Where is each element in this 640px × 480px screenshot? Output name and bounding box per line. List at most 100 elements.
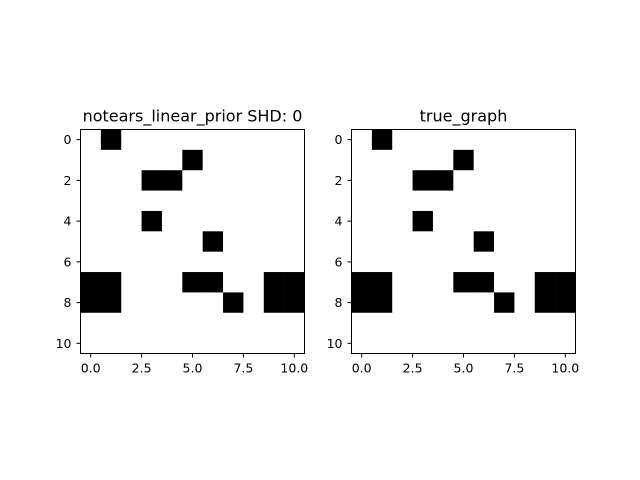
heatmap-cell-5-0	[351, 231, 373, 252]
heatmap-cell-3-10	[555, 190, 576, 212]
heatmap-cell-7-7	[223, 272, 244, 293]
heatmap-cell-8-1	[100, 292, 122, 314]
heatmap-cell-0-10	[555, 129, 576, 151]
heatmap-cell-7-10	[284, 272, 305, 293]
heatmap-cell-3-4	[161, 190, 183, 212]
heatmap-cell-2-9	[534, 170, 556, 191]
heatmap-cell-0-2	[392, 129, 413, 151]
heatmap-cell-7-6	[473, 272, 495, 293]
heatmap-cell-8-10	[284, 292, 305, 314]
heatmap-cell-5-7	[223, 231, 244, 252]
heatmap-cell-3-8	[243, 190, 265, 212]
heatmap-cell-2-9	[263, 170, 285, 191]
y-tick-label: 0	[64, 132, 72, 147]
heatmap-cell-4-4	[161, 210, 183, 232]
heatmap-cell-1-9	[263, 149, 285, 171]
heatmap-cell-1-2	[392, 149, 413, 171]
heatmap-cell-1-1	[100, 149, 122, 171]
x-axis-ticks: 0.0 2.5 5.0 7.5 10.0	[352, 353, 579, 376]
heatmap-cell-6-10	[284, 251, 305, 273]
heatmap-cell-4-2	[121, 210, 142, 232]
heatmap-cell-2-5	[453, 170, 474, 191]
heatmap-cell-9-9	[263, 312, 285, 334]
heatmap-cell-3-4	[432, 190, 454, 212]
y-tick-label: 10	[56, 336, 72, 351]
heatmap-cell-7-10	[555, 272, 576, 293]
heatmap-cell-7-8	[514, 272, 536, 293]
heatmap-cell-4-1	[371, 210, 393, 232]
heatmap-cell-1-5	[182, 149, 203, 171]
heatmap-cell-9-0	[351, 312, 373, 334]
heatmap-cell-8-8	[514, 292, 536, 314]
heatmap-cell-8-3	[412, 292, 434, 314]
heatmap-cell-4-5	[453, 210, 474, 232]
heatmap-cell-10-2	[121, 333, 142, 354]
heatmap-cell-7-4	[161, 272, 183, 293]
heatmap-cell-7-3	[412, 272, 434, 293]
heatmap-cell-8-8	[243, 292, 265, 314]
x-tick-label: 0.0	[81, 361, 101, 376]
heatmap-cell-0-4	[432, 129, 454, 151]
heatmap-cell-7-1	[371, 272, 393, 293]
heatmap-cell-0-0	[80, 129, 102, 151]
heatmap-cell-4-9	[263, 210, 285, 232]
heatmap-cell-1-6	[473, 149, 495, 171]
heatmap-cells	[351, 129, 576, 354]
heatmap-cell-2-5	[182, 170, 203, 191]
heatmap-cell-5-6	[473, 231, 495, 252]
heatmap-cell-1-8	[243, 149, 265, 171]
heatmap-cell-10-8	[243, 333, 265, 354]
heatmap-cell-7-1	[100, 272, 122, 293]
heatmap-cell-0-6	[202, 129, 224, 151]
heatmap-cell-6-5	[182, 251, 203, 273]
heatmap-cell-3-2	[392, 190, 413, 212]
heatmap-cell-7-4	[432, 272, 454, 293]
heatmap-cell-1-10	[284, 149, 305, 171]
heatmap-cell-2-6	[473, 170, 495, 191]
heatmap-cell-3-10	[284, 190, 305, 212]
heatmap-cell-3-6	[473, 190, 495, 212]
heatmap-cell-0-3	[412, 129, 434, 151]
heatmap-cell-3-9	[263, 190, 285, 212]
heatmap-cell-1-7	[494, 149, 515, 171]
heatmap-cell-2-10	[284, 170, 305, 191]
heatmap-cell-6-5	[453, 251, 474, 273]
heatmap-cell-8-2	[121, 292, 142, 314]
heatmap-cell-4-10	[284, 210, 305, 232]
heatmap-cell-7-8	[243, 272, 265, 293]
heatmap-cell-9-4	[161, 312, 183, 334]
heatmap-cell-5-3	[412, 231, 434, 252]
heatmap-cell-9-5	[453, 312, 474, 334]
heatmap-cell-0-8	[514, 129, 536, 151]
heatmap-cell-9-10	[284, 312, 305, 334]
heatmap-cell-10-1	[371, 333, 393, 354]
heatmap-cells	[80, 129, 305, 354]
heatmap-cell-6-2	[121, 251, 142, 273]
heatmap-cell-2-1	[371, 170, 393, 191]
heatmap-cell-0-10	[284, 129, 305, 151]
heatmap-cell-5-7	[494, 231, 515, 252]
heatmap-cell-4-8	[514, 210, 536, 232]
heatmap-cell-6-0	[80, 251, 102, 273]
heatmap-cell-6-8	[243, 251, 265, 273]
heatmap-cell-5-0	[80, 231, 102, 252]
y-tick-label: 8	[64, 295, 72, 310]
heatmap-cell-10-1	[100, 333, 122, 354]
heatmap-cell-0-9	[263, 129, 285, 151]
y-tick-label: 4	[335, 214, 343, 229]
x-tick-label: 2.5	[403, 361, 423, 376]
heatmap-cell-9-3	[141, 312, 163, 334]
heatmap-cell-8-4	[432, 292, 454, 314]
x-tick-label: 7.5	[233, 361, 253, 376]
x-tick-label: 2.5	[132, 361, 152, 376]
heatmap-cell-6-9	[534, 251, 556, 273]
heatmap-cell-2-7	[223, 170, 244, 191]
heatmap-cell-2-8	[243, 170, 265, 191]
heatmap-cell-0-3	[141, 129, 163, 151]
heatmap-cell-1-4	[161, 149, 183, 171]
y-tick-label: 6	[64, 254, 72, 269]
heatmap-cell-2-7	[494, 170, 515, 191]
heatmap-cell-1-2	[121, 149, 142, 171]
heatmap-cell-7-9	[263, 272, 285, 293]
